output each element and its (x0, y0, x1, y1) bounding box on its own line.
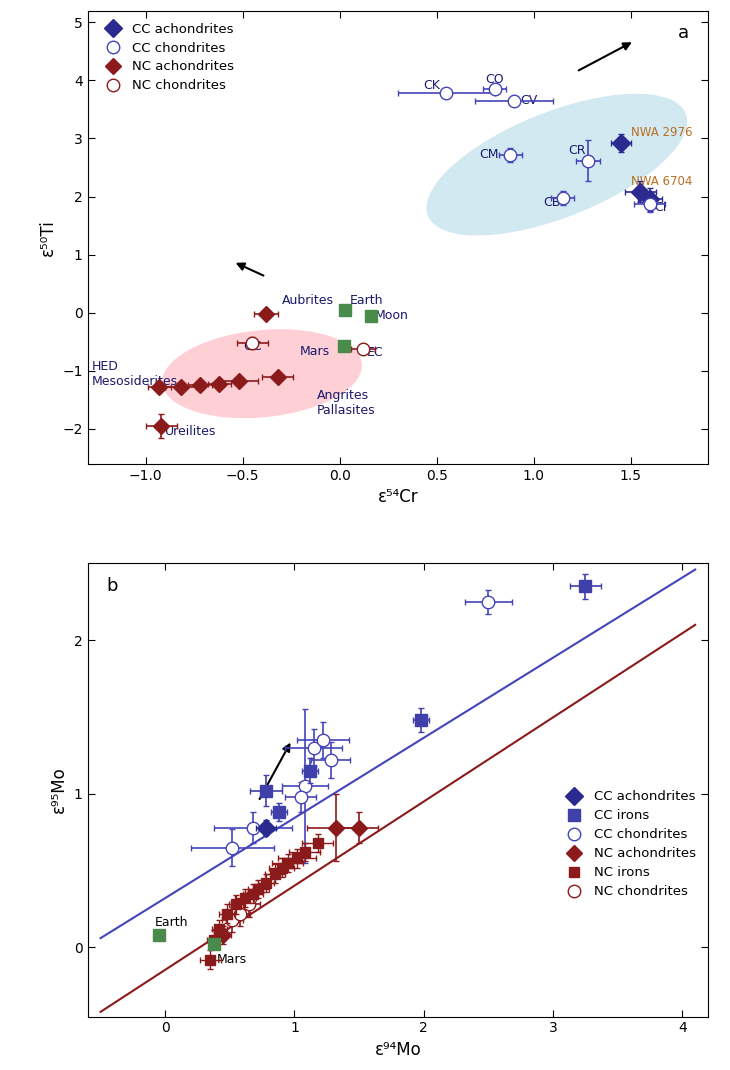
Legend: CC achondrites, CC irons, CC chondrites, NC achondrites, NC irons, NC chondrites: CC achondrites, CC irons, CC chondrites,… (556, 785, 702, 903)
Text: Mars: Mars (217, 952, 247, 966)
X-axis label: ε⁵⁴Cr: ε⁵⁴Cr (377, 488, 418, 506)
Text: CI: CI (654, 200, 666, 214)
Text: CK: CK (423, 78, 440, 92)
Text: HED
Mesosiderites: HED Mesosiderites (91, 360, 177, 387)
X-axis label: ε⁹⁴Mo: ε⁹⁴Mo (374, 1041, 421, 1059)
Text: NWA 2976: NWA 2976 (631, 126, 692, 139)
Text: Moon: Moon (374, 309, 409, 322)
Text: Angrites
Pallasites: Angrites Pallasites (316, 389, 375, 417)
Text: CB: CB (543, 197, 561, 210)
Text: CO: CO (485, 74, 504, 87)
Text: Ureilites: Ureilites (165, 425, 217, 438)
Text: a: a (678, 25, 689, 43)
Text: CM: CM (479, 149, 499, 162)
Ellipse shape (162, 330, 362, 418)
Text: b: b (107, 577, 118, 595)
Text: Earth: Earth (350, 294, 383, 307)
Text: CR: CR (569, 143, 586, 156)
Text: Earth: Earth (155, 916, 188, 929)
Text: OC: OC (244, 340, 262, 353)
Text: CV: CV (520, 94, 537, 107)
Ellipse shape (426, 94, 687, 235)
Text: Aubrites: Aubrites (282, 294, 334, 307)
Legend: CC achondrites, CC chondrites, NC achondrites, NC chondrites: CC achondrites, CC chondrites, NC achond… (94, 17, 239, 97)
Y-axis label: ε⁵⁰Ti: ε⁵⁰Ti (39, 219, 57, 256)
Y-axis label: ε⁹⁵Mo: ε⁹⁵Mo (50, 766, 69, 813)
Text: Mars: Mars (300, 346, 330, 358)
Text: NWA 6704: NWA 6704 (631, 175, 692, 188)
Text: EC: EC (367, 346, 383, 358)
